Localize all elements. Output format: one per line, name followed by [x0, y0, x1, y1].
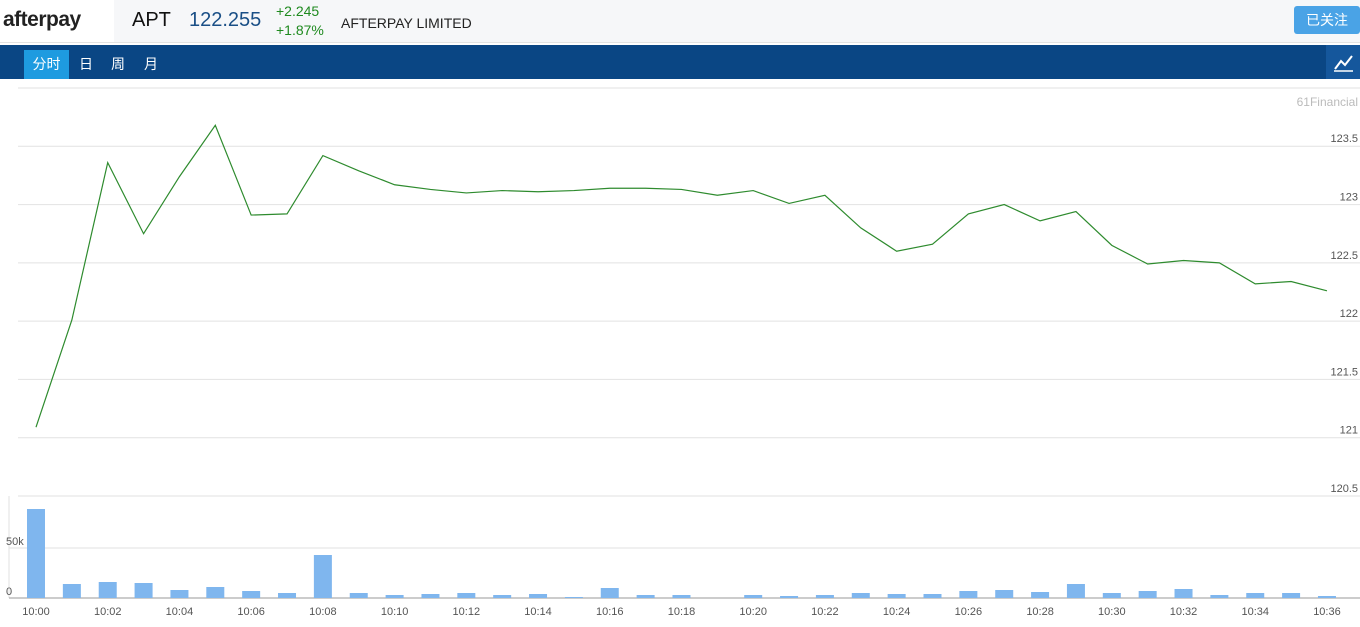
volume-bar [1138, 591, 1157, 598]
volume-bar [457, 593, 476, 598]
x-tick-label: 10:22 [811, 606, 839, 618]
price-line [35, 124, 1328, 428]
volume-bar [206, 587, 225, 598]
logo: afterpay [0, 0, 114, 42]
y-tick-label: 120.5 [1330, 483, 1358, 495]
icon-graphic [1334, 55, 1353, 72]
volume-bar [529, 594, 548, 598]
x-tick-label: 10:08 [309, 606, 337, 618]
volume-bar [564, 597, 583, 598]
y-tick-label: 121.5 [1330, 366, 1358, 378]
volume-bar [780, 596, 799, 598]
volume-bar [170, 590, 189, 598]
x-tick-label: 10:20 [739, 606, 767, 618]
volume-bar [1246, 593, 1265, 598]
x-tick-label: 10:30 [1098, 606, 1126, 618]
volume-bar [1174, 589, 1193, 598]
watermark: 61Financial [1297, 95, 1358, 109]
symbol: APT [132, 9, 171, 31]
tab[interactable]: 月 [144, 56, 158, 72]
chart-icon[interactable] [1326, 45, 1360, 79]
x-tick-label: 10:12 [453, 606, 481, 618]
volume-bar [672, 595, 691, 598]
volume-bar [242, 591, 261, 598]
volume-bar [278, 593, 297, 598]
volume-bar [1031, 592, 1050, 598]
price: 122.255 [189, 9, 262, 31]
volume-bar [62, 584, 81, 598]
volume-bar [887, 594, 906, 598]
volume-bar [923, 594, 942, 598]
y-tick-label: 122 [1340, 308, 1358, 320]
chart: 61Financial 120.5 121 121.5 122 122.5 123 123.… [6, 87, 1360, 618]
change: +2.245 [276, 3, 320, 19]
volume-bar [421, 594, 440, 598]
volume-bar [493, 595, 512, 598]
volume-bar [959, 591, 978, 598]
header: afterpay APT 122.255 +2.245 +1.87% AFTER… [0, 0, 1360, 43]
y-tick-label: 0 [6, 586, 12, 598]
y-tick-label: 123 [1340, 191, 1358, 203]
change-pct: +1.87% [276, 22, 324, 38]
x-tick-label: 10:04 [166, 606, 194, 618]
volume-bar [815, 595, 834, 598]
x-tick-label: 10:34 [1241, 606, 1269, 618]
volume-bar [1066, 584, 1085, 598]
company-name: AFTERPAY LIMITED [341, 15, 472, 31]
x-tick-label: 10:14 [524, 606, 552, 618]
y-tick-label: 50k [6, 536, 24, 548]
x-tick-label: 10:02 [94, 606, 122, 618]
volume-bar [27, 509, 45, 598]
tab[interactable]: 分时 [24, 50, 69, 79]
y-tick-label: 122.5 [1330, 250, 1358, 262]
x-tick-label: 10:28 [1026, 606, 1054, 618]
volume-bar [98, 582, 117, 598]
x-tick-label: 10:26 [955, 606, 983, 618]
volume-bar [313, 555, 332, 598]
volume-bar [600, 588, 619, 598]
x-tick-label: 10:32 [1170, 606, 1198, 618]
tab-bar: 分时 日 周 月 [0, 45, 1360, 79]
follow-button[interactable]: 已关注 [1294, 6, 1360, 34]
volume-bar [1102, 593, 1121, 598]
x-tick-label: 10:06 [237, 606, 265, 618]
tab[interactable]: 周 [111, 56, 125, 72]
volume-bar [1317, 596, 1336, 598]
x-tick-label: 10:00 [22, 606, 50, 618]
x-tick-label: 10:36 [1313, 606, 1341, 618]
tab[interactable]: 日 [79, 56, 93, 72]
volume-bar [1282, 593, 1301, 598]
volume-bar [349, 593, 368, 598]
volume-bar [995, 590, 1014, 598]
volume-bar [134, 583, 153, 598]
volume-bar [1210, 595, 1229, 598]
y-tick-label: 121 [1340, 425, 1358, 437]
x-tick-label: 10:10 [381, 606, 409, 618]
y-tick-label: 123.5 [1330, 133, 1358, 145]
x-tick-label: 10:16 [596, 606, 624, 618]
x-tick-label: 10:18 [668, 606, 696, 618]
volume-bar [385, 595, 404, 598]
volume-bar [636, 595, 655, 598]
x-tick-label: 10:24 [883, 606, 911, 618]
volume-bar [851, 593, 870, 598]
volume-bar [744, 595, 763, 598]
